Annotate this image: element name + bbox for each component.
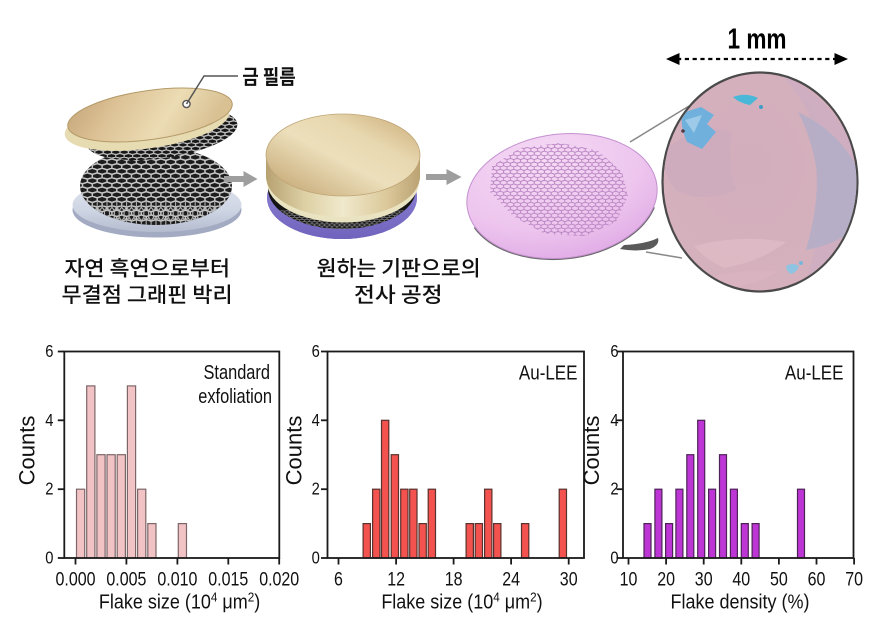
svg-text:20: 20	[657, 568, 675, 590]
svg-text:30: 30	[560, 568, 578, 590]
svg-text:0.015: 0.015	[208, 568, 248, 590]
svg-text:70: 70	[845, 568, 863, 590]
svg-text:10: 10	[620, 568, 638, 590]
svg-text:0.005: 0.005	[106, 568, 146, 590]
svg-text:6: 6	[312, 342, 320, 362]
svg-text:2: 2	[312, 479, 320, 499]
svg-text:Flake size (104 μm2): Flake size (104 μm2)	[381, 590, 542, 614]
svg-text:Flake size (104 μm2): Flake size (104 μm2)	[99, 590, 260, 614]
svg-text:Flake density (%): Flake density (%)	[671, 592, 810, 614]
svg-text:Counts: Counts	[282, 416, 307, 486]
svg-text:Au-LEE: Au-LEE	[519, 361, 578, 384]
svg-text:6: 6	[45, 342, 53, 362]
svg-text:40: 40	[732, 568, 750, 590]
svg-text:Au-LEE: Au-LEE	[785, 361, 844, 384]
svg-text:0.000: 0.000	[55, 568, 95, 590]
svg-text:24: 24	[502, 568, 520, 590]
svg-text:4: 4	[610, 410, 618, 430]
svg-text:6: 6	[610, 342, 618, 362]
svg-text:2: 2	[45, 479, 53, 499]
svg-text:Counts: Counts	[579, 416, 604, 486]
svg-text:0: 0	[45, 548, 53, 568]
svg-text:exfoliation: exfoliation	[198, 384, 272, 407]
svg-text:4: 4	[312, 410, 320, 430]
svg-text:0.010: 0.010	[157, 568, 197, 590]
svg-text:Standard: Standard	[203, 360, 270, 383]
svg-text:1 mm: 1 mm	[727, 22, 786, 55]
svg-text:4: 4	[45, 410, 53, 430]
svg-text:0.020: 0.020	[259, 568, 299, 590]
svg-text:0: 0	[312, 548, 320, 568]
svg-text:2: 2	[610, 479, 618, 499]
svg-text:50: 50	[770, 568, 788, 590]
svg-text:18: 18	[445, 568, 463, 590]
svg-text:Counts: Counts	[14, 416, 39, 486]
svg-text:30: 30	[695, 568, 713, 590]
svg-text:0: 0	[610, 548, 618, 568]
svg-text:12: 12	[387, 568, 405, 590]
svg-text:60: 60	[808, 568, 826, 590]
svg-text:6: 6	[334, 568, 343, 590]
